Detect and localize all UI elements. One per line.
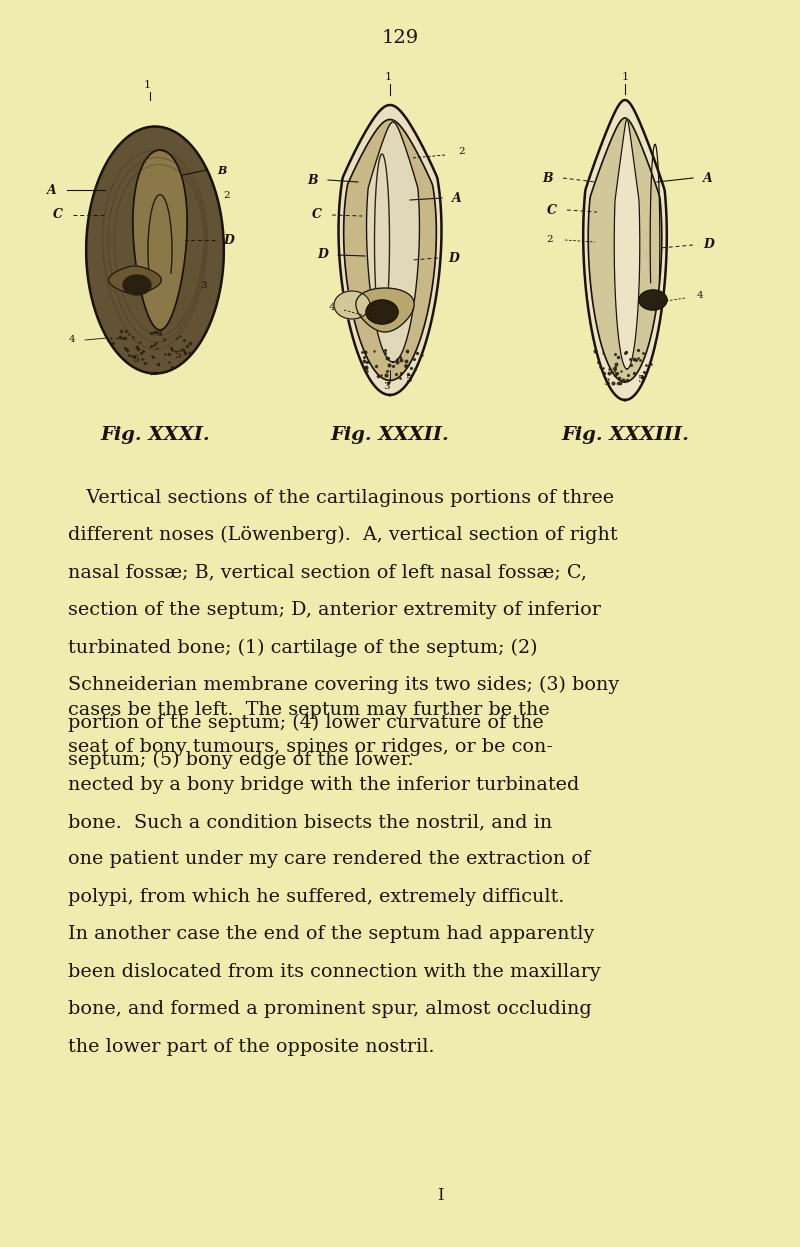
Text: section of the septum; D, anterior extremity of inferior: section of the septum; D, anterior extre… (68, 601, 601, 619)
Text: D: D (223, 233, 234, 247)
Text: 129: 129 (382, 29, 418, 47)
Text: 1: 1 (143, 80, 150, 90)
Text: polypi, from which he suffered, extremely difficult.: polypi, from which he suffered, extremel… (68, 888, 564, 905)
Polygon shape (86, 126, 224, 374)
Text: B: B (542, 172, 553, 185)
Text: 5: 5 (132, 355, 138, 364)
Polygon shape (123, 276, 151, 296)
Text: 5: 5 (405, 375, 411, 384)
Text: the lower part of the opposite nostril.: the lower part of the opposite nostril. (68, 1038, 434, 1055)
Text: D: D (703, 238, 714, 252)
Text: Fig. XXXII.: Fig. XXXII. (330, 426, 450, 444)
Text: 2: 2 (458, 147, 465, 157)
Text: A: A (452, 192, 462, 205)
Text: 2: 2 (546, 236, 553, 244)
Polygon shape (356, 288, 414, 332)
Text: 3: 3 (384, 382, 390, 392)
Text: 1: 1 (385, 72, 391, 82)
Text: I: I (437, 1186, 443, 1203)
Polygon shape (109, 266, 162, 294)
Polygon shape (344, 120, 436, 380)
Text: D: D (448, 252, 459, 264)
Polygon shape (366, 301, 398, 324)
Text: Fig. XXXIII.: Fig. XXXIII. (561, 426, 689, 444)
Polygon shape (588, 118, 662, 382)
Text: 3: 3 (604, 378, 610, 387)
Text: bone.  Such a condition bisects the nostril, and in: bone. Such a condition bisects the nostr… (68, 813, 552, 831)
Text: 5: 5 (637, 375, 643, 384)
Text: Fig. XXXI.: Fig. XXXI. (100, 426, 210, 444)
Text: A: A (47, 183, 57, 197)
Text: 1: 1 (622, 72, 629, 82)
Text: different noses (Löwenberg).  A, vertical section of right: different noses (Löwenberg). A, vertical… (68, 526, 618, 545)
Text: C: C (53, 208, 63, 222)
Text: cases be the left.  The septum may further be the: cases be the left. The septum may furthe… (68, 701, 550, 718)
Text: C: C (312, 208, 322, 222)
Polygon shape (366, 122, 419, 362)
Polygon shape (583, 100, 667, 400)
Polygon shape (639, 291, 667, 311)
Text: 4: 4 (697, 291, 704, 299)
Text: B: B (217, 165, 226, 176)
Text: turbinated bone; (1) cartilage of the septum; (2): turbinated bone; (1) cartilage of the se… (68, 638, 538, 657)
Text: septum; (5) bony edge of the lower.: septum; (5) bony edge of the lower. (68, 751, 414, 769)
Text: 3: 3 (200, 281, 206, 289)
Text: D: D (317, 248, 328, 262)
Text: In another case the end of the septum had apparently: In another case the end of the septum ha… (68, 925, 594, 943)
Text: 4: 4 (328, 303, 335, 313)
Text: seat of bony tumours, spines or ridges, or be con-: seat of bony tumours, spines or ridges, … (68, 738, 553, 756)
Polygon shape (334, 291, 370, 319)
Text: B: B (307, 173, 318, 187)
Polygon shape (338, 105, 442, 395)
Text: A: A (703, 172, 713, 185)
Text: C: C (547, 203, 557, 217)
Text: Schneiderian membrane covering its two sides; (3) bony: Schneiderian membrane covering its two s… (68, 676, 619, 695)
Text: one patient under my care rendered the extraction of: one patient under my care rendered the e… (68, 850, 590, 868)
Text: Vertical sections of the cartilaginous portions of three: Vertical sections of the cartilaginous p… (68, 489, 614, 506)
Text: portion of the septum; (4) lower curvature of the: portion of the septum; (4) lower curvatu… (68, 713, 544, 732)
Text: nasal fossæ; B, vertical section of left nasal fossæ; C,: nasal fossæ; B, vertical section of left… (68, 564, 587, 581)
Text: 4: 4 (68, 335, 75, 344)
Text: bone, and formed a prominent spur, almost occluding: bone, and formed a prominent spur, almos… (68, 1000, 592, 1018)
Text: nected by a bony bridge with the inferior turbinated: nected by a bony bridge with the inferio… (68, 776, 579, 793)
Text: been dislocated from its connection with the maxillary: been dislocated from its connection with… (68, 963, 601, 980)
Text: 2: 2 (223, 191, 230, 200)
Polygon shape (133, 150, 187, 330)
Polygon shape (614, 118, 640, 369)
Text: 5: 5 (174, 350, 180, 359)
